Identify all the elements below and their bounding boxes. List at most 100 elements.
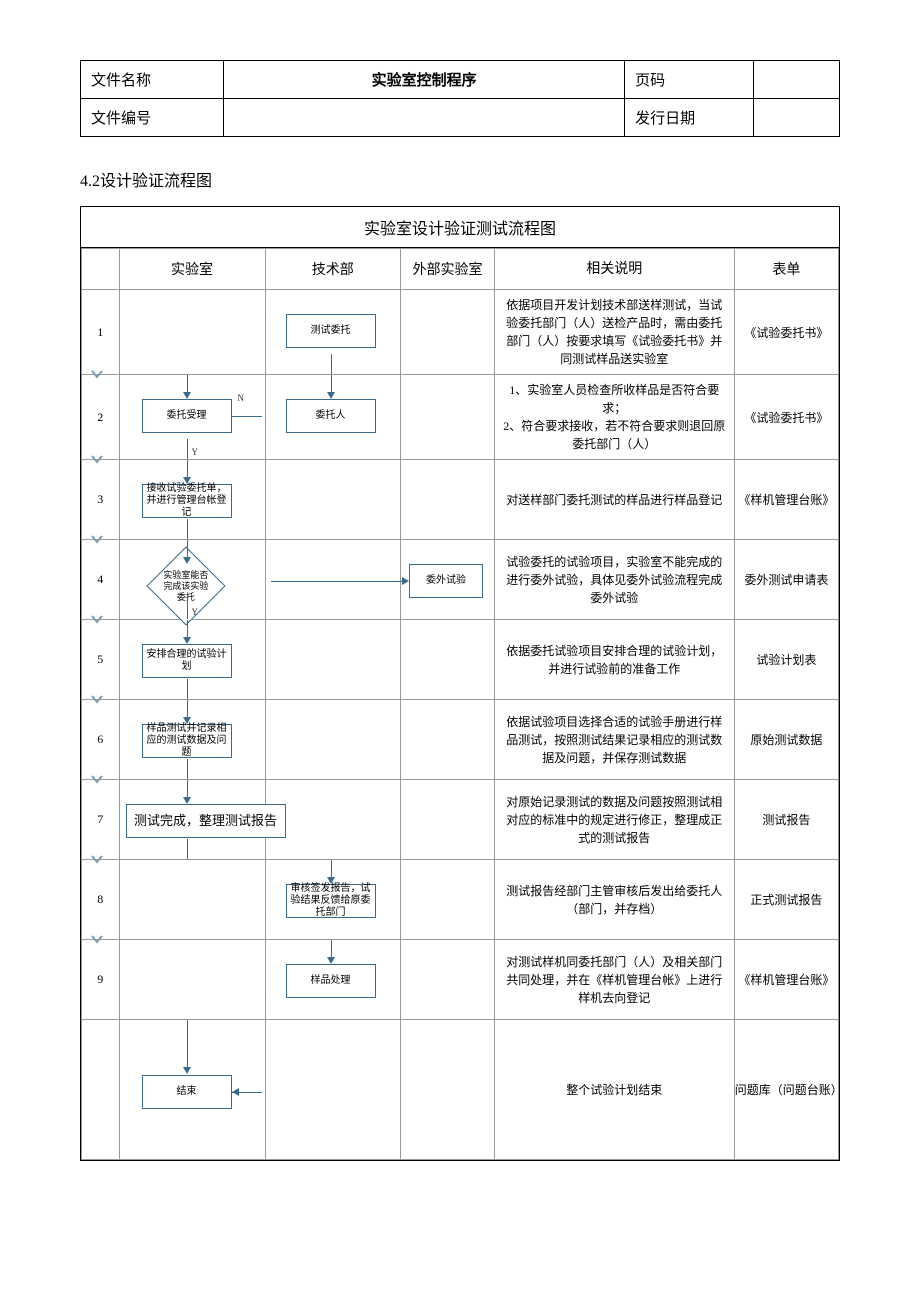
chevron-down-icon: [90, 367, 104, 381]
external-cell: [401, 290, 495, 375]
flow-row: 8 审核签发报告，试验结果反馈给原委托部门 测试报告经部门主管审核后发出给委托人（部…: [82, 860, 839, 940]
chevron-down-icon: [90, 692, 104, 706]
process-node: 样品处理: [286, 964, 376, 998]
flow-row: 2委托受理YN委托人1、实验室人员检查所收样品是否符合要求；2、符合要求接收，若…: [82, 375, 839, 460]
form-cell: 问题库（问题台账）: [734, 1020, 838, 1160]
lab-cell: 实验室能否完成该实验委托Y: [119, 540, 265, 620]
arrow-head-icon: [327, 957, 335, 964]
col-header-form: 表单: [734, 249, 838, 290]
arrow-head-icon: [402, 577, 409, 585]
external-cell: [401, 940, 495, 1020]
process-node: 测试完成，整理测试报告: [126, 804, 286, 838]
description-cell: 1、实验室人员检查所收样品是否符合要求；2、符合要求接收，若不符合要求则退回原委…: [494, 375, 734, 460]
issue-date-value: [754, 99, 840, 137]
col-header-lab: 实验室: [119, 249, 265, 290]
chevron-down-icon: [90, 612, 104, 626]
form-cell: 《样机管理台账》: [734, 460, 838, 540]
form-cell: 试验计划表: [734, 620, 838, 700]
document-title: 实验室控制程序: [224, 61, 625, 99]
row-number: 4: [82, 540, 120, 620]
row-number: 8: [82, 860, 120, 940]
yes-label: Y: [192, 607, 199, 617]
arrow-line: [271, 581, 406, 582]
lab-cell: 样品测试并记录相应的测试数据及问题: [119, 700, 265, 780]
yes-label: Y: [192, 447, 199, 457]
lab-cell: [119, 290, 265, 375]
chevron-down-icon: [90, 852, 104, 866]
arrow-line: [187, 439, 188, 459]
col-header-tech: 技术部: [265, 249, 401, 290]
row-number: [82, 1020, 120, 1160]
arrow-line: [331, 354, 332, 374]
process-node: 测试委托: [286, 314, 376, 348]
description-cell: 对原始记录测试的数据及问题按照测试相对应的标准中的规定进行修正，整理成正式的测试…: [494, 780, 734, 860]
arrow-head-icon: [183, 1067, 191, 1074]
form-cell: 原始测试数据: [734, 700, 838, 780]
form-cell: 测试报告: [734, 780, 838, 860]
arrow-line: [187, 599, 188, 619]
row-number: 9: [82, 940, 120, 1020]
file-no-label: 文件编号: [81, 99, 224, 137]
process-node: 结束: [142, 1075, 232, 1109]
external-cell: 委外试验: [401, 540, 495, 620]
process-node: 委托人: [286, 399, 376, 433]
external-cell: [401, 620, 495, 700]
flow-row: 6样品测试并记录相应的测试数据及问题依据试验项目选择合适的试验手册进行样品测试，…: [82, 700, 839, 780]
arrow-head-icon: [183, 557, 191, 564]
chevron-down-icon: [90, 532, 104, 546]
tech-cell: 审核签发报告，试验结果反馈给原委托部门: [265, 860, 401, 940]
lab-cell: 结束: [119, 1020, 265, 1160]
process-node: 接收试验委托单，并进行管理台帐登记: [142, 484, 232, 518]
flow-row: 4实验室能否完成该实验委托Y委外试验试验委托的试验项目，实验室不能完成的进行委外…: [82, 540, 839, 620]
process-node: 安排合理的试验计划: [142, 644, 232, 678]
arrow-head-icon: [183, 637, 191, 644]
arrow-head-icon: [327, 392, 335, 399]
chevron-down-icon: [90, 452, 104, 466]
form-cell: 《样机管理台账》: [734, 940, 838, 1020]
arrow-head-icon: [232, 1088, 239, 1096]
page-value: [754, 61, 840, 99]
flowchart-title: 实验室设计验证测试流程图: [81, 207, 839, 248]
page-label: 页码: [625, 61, 754, 99]
tech-cell: 样品处理: [265, 940, 401, 1020]
tech-cell: [265, 780, 401, 860]
flowchart-container: 实验室设计验证测试流程图 实验室 技术部 外部实验室 相关说明 表单 1测试委托…: [80, 206, 840, 1161]
issue-date-label: 发行日期: [625, 99, 754, 137]
flow-row: 7测试完成，整理测试报告 对原始记录测试的数据及问题按照测试相对应的标准中的规定进…: [82, 780, 839, 860]
lab-cell: 接收试验委托单，并进行管理台帐登记: [119, 460, 265, 540]
col-header-ext: 外部实验室: [401, 249, 495, 290]
tech-cell: [265, 460, 401, 540]
tech-cell: [265, 540, 401, 620]
arrow-head-icon: [183, 797, 191, 804]
description-cell: 依据项目开发计划技术部送样测试，当试验委托部门（人）送检产品时，需由委托部门（人…: [494, 290, 734, 375]
arrow-head-icon: [183, 392, 191, 399]
flow-row: 5安排合理的试验计划依据委托试验项目安排合理的试验计划，并进行试验前的准备工作试…: [82, 620, 839, 700]
arrow-line: [187, 519, 188, 539]
tech-cell: 测试委托: [265, 290, 401, 375]
tech-cell: [265, 1020, 401, 1160]
form-cell: 《试验委托书》: [734, 375, 838, 460]
chevron-down-icon: [90, 772, 104, 786]
lab-cell: [119, 940, 265, 1020]
arrow-head-icon: [327, 877, 335, 884]
external-cell: [401, 700, 495, 780]
lab-cell: 测试完成，整理测试报告: [119, 780, 265, 860]
no-label: N: [238, 393, 245, 403]
form-cell: 正式测试报告: [734, 860, 838, 940]
process-node: 委外试验: [409, 564, 483, 598]
col-header-num: [82, 249, 120, 290]
chevron-down-icon: [90, 932, 104, 946]
arrow-line: [187, 759, 188, 779]
arrow-head-icon: [183, 477, 191, 484]
description-cell: 测试报告经部门主管审核后发出给委托人（部门，并存档）: [494, 860, 734, 940]
external-cell: [401, 1020, 495, 1160]
description-cell: 对测试样机同委托部门（人）及相关部门共同处理，并在《样机管理台帐》上进行样机去向…: [494, 940, 734, 1020]
flow-row: 结束整个试验计划结束问题库（问题台账）: [82, 1020, 839, 1160]
flow-row: 1测试委托依据项目开发计划技术部送样测试，当试验委托部门（人）送检产品时，需由委…: [82, 290, 839, 375]
col-header-desc: 相关说明: [494, 249, 734, 290]
flowchart-header-row: 实验室 技术部 外部实验室 相关说明 表单: [82, 249, 839, 290]
row-number: 7: [82, 780, 120, 860]
document-header-table: 文件名称 实验室控制程序 页码 文件编号 发行日期: [80, 60, 840, 137]
external-cell: [401, 860, 495, 940]
row-number: 6: [82, 700, 120, 780]
